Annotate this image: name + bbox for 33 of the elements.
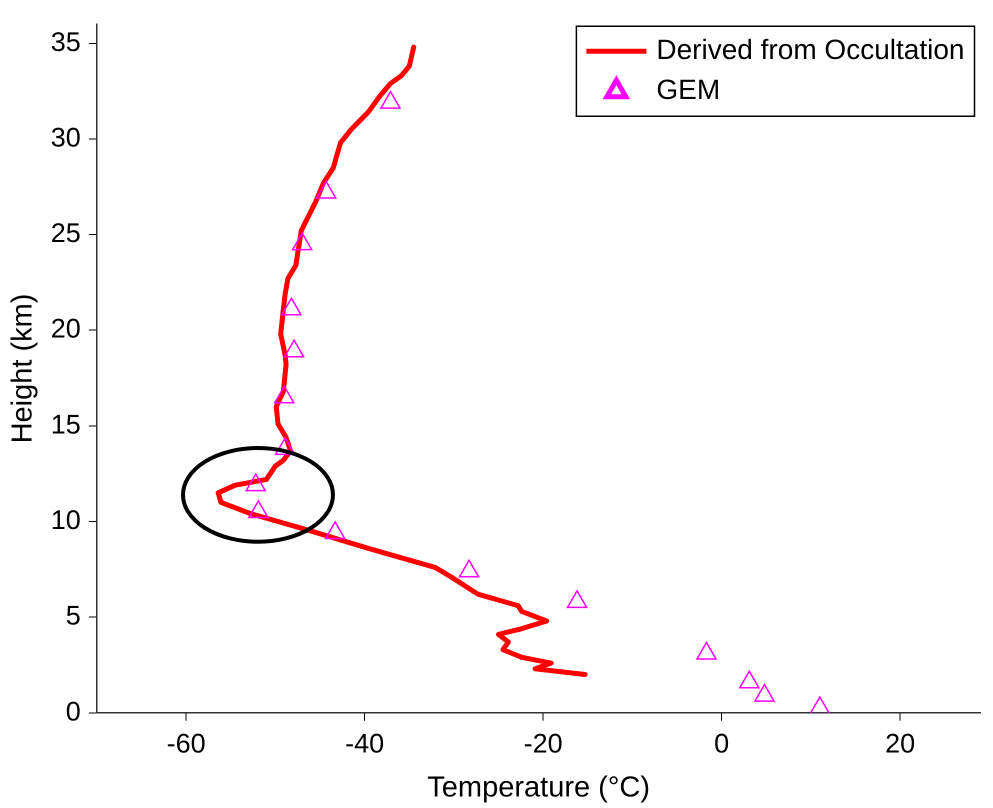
y-tick-label: 0: [66, 696, 81, 726]
point: [245, 473, 266, 492]
x-tick-label: -40: [345, 728, 384, 758]
x-tick-label: -20: [524, 728, 563, 758]
point: [248, 500, 269, 518]
point: [566, 590, 588, 608]
y-axis-title: Height (km): [6, 294, 38, 444]
point: [754, 684, 775, 702]
point: [284, 340, 304, 358]
legend-label: Derived from Occultation: [656, 34, 964, 65]
y-tick-label: 15: [50, 409, 81, 440]
legend-label: GEM: [656, 74, 720, 105]
point: [324, 521, 346, 540]
y-tick-label: 5: [66, 600, 81, 631]
y-tick-label: 30: [50, 122, 81, 152]
point: [739, 670, 760, 688]
point: [810, 696, 830, 713]
x-tick-label: 20: [885, 728, 916, 758]
x-tick-label: 0: [714, 728, 730, 758]
point: [292, 232, 312, 250]
point: [281, 297, 302, 316]
point: [274, 437, 296, 456]
x-axis-title: Temperature (°C): [427, 772, 650, 804]
y-tick-label: 20: [50, 314, 81, 344]
x-tick-label: -60: [166, 728, 206, 758]
y-tick-label: 25: [50, 218, 81, 248]
y-tick-label: 35: [50, 26, 81, 57]
point: [316, 180, 337, 199]
point: [380, 90, 401, 109]
y-tick-label: 10: [50, 504, 81, 535]
point: [696, 642, 717, 660]
point: [274, 385, 295, 404]
point: [458, 560, 480, 578]
